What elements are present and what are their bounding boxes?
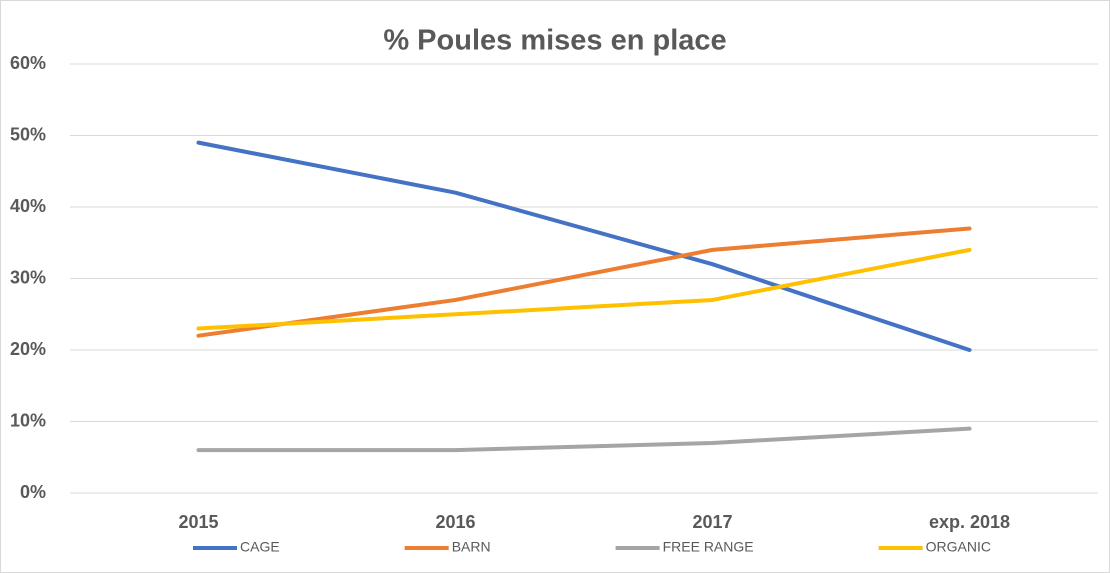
chart-title: % Poules mises en place <box>383 25 726 57</box>
x-tick-label: 2017 <box>692 512 732 532</box>
series-line <box>196 226 972 338</box>
x-tick-label: 2015 <box>178 512 218 532</box>
x-tick-label: 2016 <box>435 512 475 532</box>
y-tick-label: 10% <box>10 410 46 430</box>
series-line <box>196 140 972 352</box>
x-tick-label: exp. 2018 <box>929 512 1010 532</box>
legend-label: ORGANIC <box>926 539 991 555</box>
y-tick-label: 30% <box>10 267 46 287</box>
y-tick-label: 60% <box>10 53 46 73</box>
series-line <box>196 426 972 453</box>
legend-label: BARN <box>452 539 491 555</box>
y-tick-label: 50% <box>10 124 46 144</box>
series-line <box>196 247 972 331</box>
y-tick-label: 40% <box>10 196 46 216</box>
y-tick-label: 0% <box>20 482 46 502</box>
y-tick-label: 20% <box>10 339 46 359</box>
legend-label: CAGE <box>240 539 280 555</box>
legend-label: FREE RANGE <box>663 539 754 555</box>
